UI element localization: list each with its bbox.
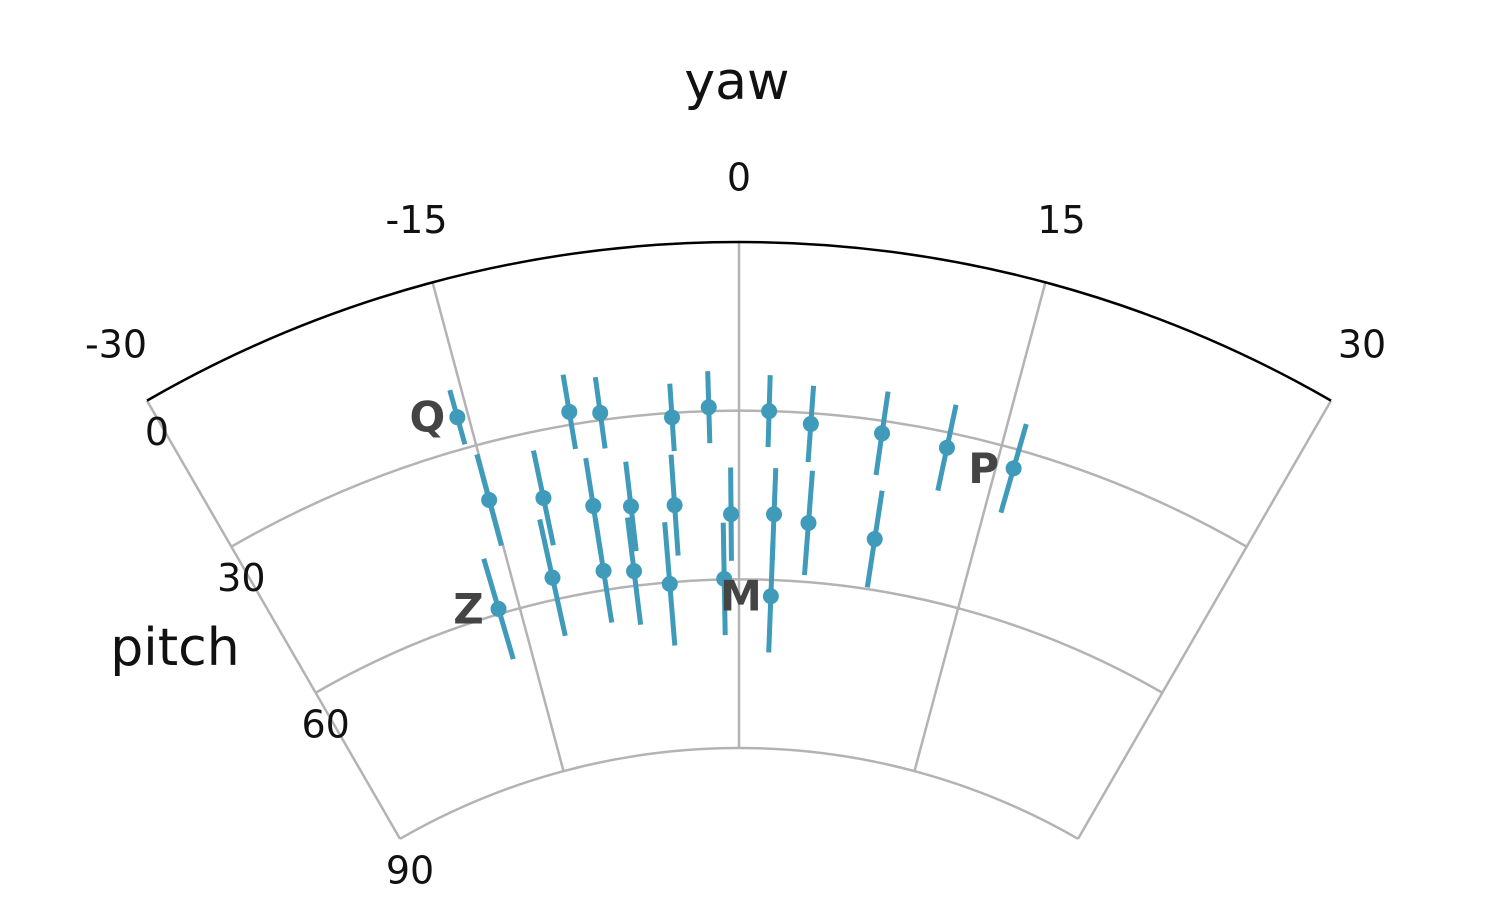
theta-tick-label: -15: [385, 198, 447, 242]
radial-grid-line: [1076, 400, 1333, 840]
radial-grid-line: [145, 400, 402, 840]
point: [938, 439, 955, 456]
point: [481, 492, 498, 509]
point: [585, 497, 602, 514]
r-tick-label: 90: [386, 848, 434, 892]
arc-grid-line: [230, 409, 1248, 548]
point: [626, 563, 643, 580]
arc-grid-line: [399, 746, 1079, 840]
theta-tick-label: 15: [1037, 198, 1085, 242]
annotation: Q: [409, 393, 445, 442]
theta-tick-label: -30: [85, 322, 147, 366]
r-tick-label: 0: [145, 410, 169, 454]
r-tick-label: 60: [301, 702, 349, 746]
point: [666, 497, 683, 514]
point: [700, 399, 717, 416]
annotation: Z: [453, 584, 483, 633]
point: [761, 403, 778, 420]
theta-axis-title: yaw: [684, 52, 789, 112]
point: [766, 506, 783, 523]
point: [1005, 460, 1022, 477]
r-tick-label: 30: [217, 556, 265, 600]
point: [661, 575, 678, 592]
point: [762, 588, 779, 605]
point: [595, 562, 612, 579]
arc-grid-line: [146, 240, 1332, 402]
point: [561, 403, 578, 420]
point: [535, 489, 552, 506]
annotation: P: [968, 444, 999, 493]
point: [490, 600, 507, 617]
point: [800, 514, 817, 531]
point: [866, 531, 883, 548]
point: [449, 409, 466, 426]
point: [592, 404, 609, 421]
point: [874, 425, 891, 442]
theta-tick-label: 30: [1338, 322, 1386, 366]
theta-tick-label: 0: [727, 156, 751, 200]
annotation: M: [720, 572, 762, 621]
point: [544, 569, 561, 586]
point: [664, 409, 681, 426]
point: [622, 498, 639, 515]
point: [723, 506, 740, 523]
radial-grid-line: [913, 282, 1047, 772]
point: [802, 415, 819, 432]
point: [716, 570, 733, 587]
arc-grid-line: [315, 578, 1163, 694]
r-axis-title: pitch: [110, 618, 239, 678]
